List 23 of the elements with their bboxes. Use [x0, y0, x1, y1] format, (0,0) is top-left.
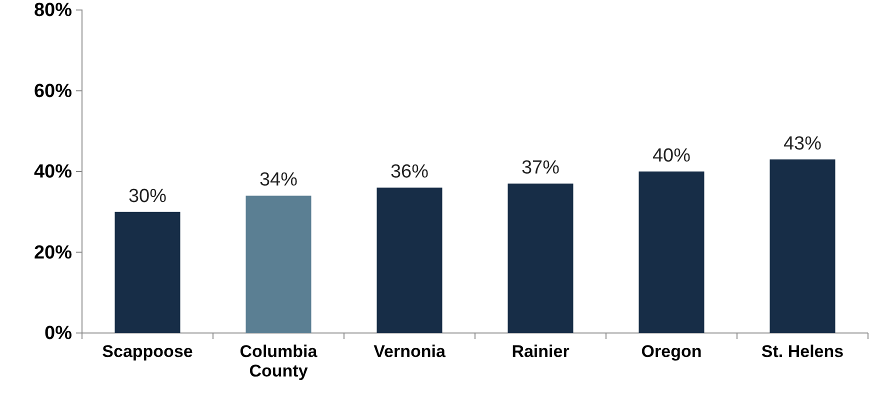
x-tick-label: Oregon: [641, 342, 702, 362]
data-label: 36%: [390, 162, 429, 183]
data-label: 34%: [259, 170, 298, 191]
bar: [246, 196, 312, 333]
y-tick-label: 60%: [34, 80, 72, 102]
data-label: 30%: [128, 186, 167, 207]
x-tick-label: Rainier: [512, 342, 570, 362]
bar: [114, 212, 180, 333]
y-tick-label: 80%: [34, 0, 72, 22]
x-tick-label: St. Helens: [761, 342, 844, 362]
bar: [376, 188, 442, 333]
bar: [508, 184, 574, 333]
y-tick-label: 0%: [44, 323, 72, 344]
y-tick-label: 40%: [34, 162, 72, 183]
data-label: 37%: [521, 158, 560, 179]
bar: [770, 159, 836, 333]
bar: [638, 172, 704, 333]
data-label: 43%: [783, 133, 822, 154]
x-tick-label: Columbia County: [240, 342, 318, 381]
data-label: 40%: [652, 146, 691, 166]
y-tick-label: 20%: [34, 242, 72, 264]
x-tick-label: Vernonia: [374, 342, 446, 362]
x-tick-label: Scappoose: [102, 342, 193, 362]
